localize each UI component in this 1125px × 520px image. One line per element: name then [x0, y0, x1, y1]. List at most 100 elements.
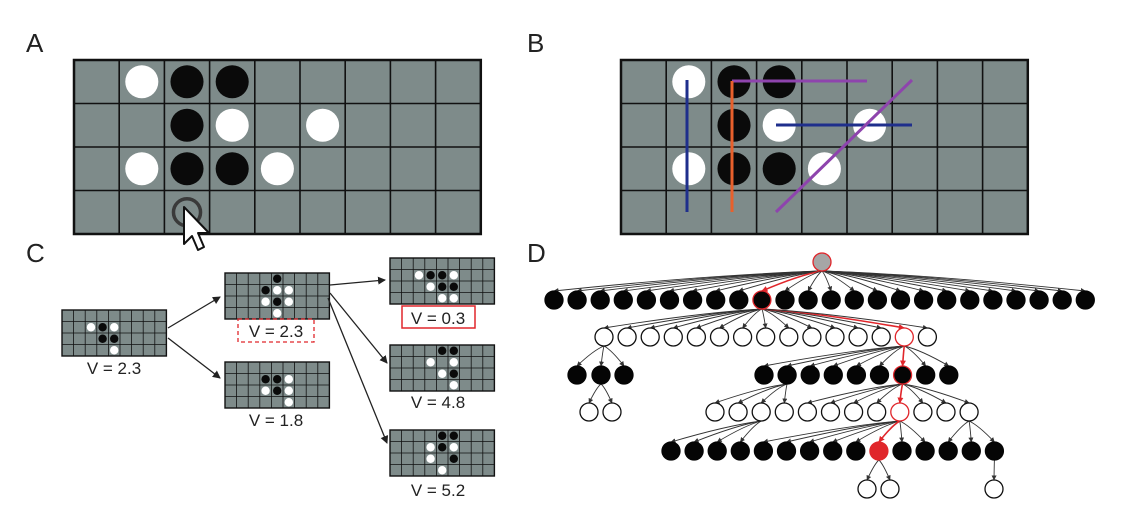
tree-node-selected: [894, 327, 914, 347]
tree-node-black: [823, 365, 843, 385]
tree-node-white: [825, 327, 845, 347]
black-stone: [438, 443, 447, 452]
tree-node-selected: [890, 402, 910, 422]
black-stone: [438, 282, 447, 291]
tree-node-black: [915, 441, 935, 461]
black-stone: [438, 346, 447, 355]
tree-node-black: [939, 365, 959, 385]
tree-node-black: [729, 290, 749, 310]
mini-board-mid-1: [224, 272, 331, 320]
tree-node-black: [961, 441, 981, 461]
tree-node-white: [984, 479, 1004, 499]
tree-node-black: [706, 290, 726, 310]
tree-node-black: [960, 290, 980, 310]
white-stone: [284, 398, 293, 407]
white-stone: [426, 282, 435, 291]
black-stone: [273, 297, 282, 306]
tree-node-white: [705, 402, 725, 422]
black-stone: [717, 108, 751, 142]
black-stone: [215, 65, 249, 99]
mid-value-label-2: V = 1.8: [249, 411, 303, 430]
black-stone: [261, 375, 270, 384]
tree-node-black: [590, 290, 610, 310]
black-stone: [273, 274, 282, 283]
tree-nodes: [544, 252, 1095, 499]
tree-node-black: [869, 365, 890, 385]
feature-lines: [685, 78, 914, 214]
white-stone: [284, 297, 293, 306]
tree-node-black: [798, 290, 818, 310]
tree-node-white: [913, 402, 933, 422]
white-stone: [672, 65, 706, 99]
tree-node-white: [857, 479, 877, 499]
tree-node-black: [776, 441, 797, 461]
tree-node-white: [640, 327, 660, 347]
mini-board-right-2: [389, 344, 496, 392]
panel-label-d: D: [527, 238, 546, 268]
tree-node-black: [800, 365, 820, 385]
tree-node-black: [913, 290, 934, 310]
tree-edges: [553, 270, 1086, 481]
black-stone: [438, 431, 447, 440]
white-stone: [273, 309, 282, 318]
tree-node-black: [823, 441, 843, 461]
white-stone: [125, 152, 159, 186]
tree-node-selected: [892, 365, 913, 385]
white-stone: [449, 381, 458, 390]
tree-node-white: [732, 327, 753, 347]
white-stone: [414, 271, 424, 280]
white-stone: [110, 323, 119, 332]
tree-node-black: [613, 290, 633, 310]
black-stone: [170, 65, 204, 99]
white-stone: [449, 294, 458, 303]
tree-node-black: [1052, 290, 1072, 310]
mini-board-right-1: [389, 257, 496, 305]
white-stone: [449, 271, 458, 280]
tree-node-black: [754, 365, 774, 385]
board-b: [619, 58, 1030, 236]
tree-node-black: [567, 290, 587, 310]
tree-node-white: [959, 402, 979, 422]
panel-c-arrows: [167, 276, 389, 444]
tree-node-black: [1075, 290, 1095, 310]
tree-node-black: [682, 290, 703, 310]
tree-node-white: [802, 327, 822, 347]
tree-node-black: [890, 290, 911, 310]
mini-board-root: [61, 309, 168, 357]
black-stone: [110, 334, 119, 343]
white-stone: [426, 443, 435, 452]
white-stone: [284, 286, 293, 295]
tree-node-white: [594, 327, 614, 347]
tree-node-white: [617, 327, 637, 347]
board-a[interactable]: [72, 58, 483, 236]
tree-node-black: [846, 441, 866, 461]
root-value-label: V = 2.3: [87, 359, 141, 378]
black-stone: [98, 334, 107, 343]
black-stone: [426, 271, 435, 280]
tree-node-white: [867, 402, 887, 422]
tree-node-white: [686, 327, 707, 347]
black-stone: [449, 346, 458, 355]
tree-node-black: [984, 441, 1005, 461]
tree-node-black: [730, 441, 750, 461]
tree-node-white: [602, 402, 622, 422]
black-stone: [215, 152, 249, 186]
white-stone: [438, 369, 447, 378]
tree-node-black: [916, 365, 936, 385]
tree-node-black: [937, 290, 957, 310]
tree-node-black: [983, 290, 1003, 310]
tree-node-white: [779, 327, 799, 347]
tree-node-black: [867, 290, 888, 310]
tree-node-black: [684, 441, 704, 461]
black-stone: [449, 454, 458, 463]
black-stone: [98, 323, 107, 332]
white-stone: [260, 152, 294, 186]
white-stone: [426, 358, 435, 367]
tree-node-black: [799, 441, 820, 461]
black-stone: [717, 152, 751, 186]
white-stone: [284, 375, 293, 384]
tree-node-white: [917, 327, 938, 347]
solid-highlight-box: [401, 305, 476, 329]
panel-c-value-diagram: [61, 257, 496, 477]
mini-board-right-3: [389, 429, 496, 477]
